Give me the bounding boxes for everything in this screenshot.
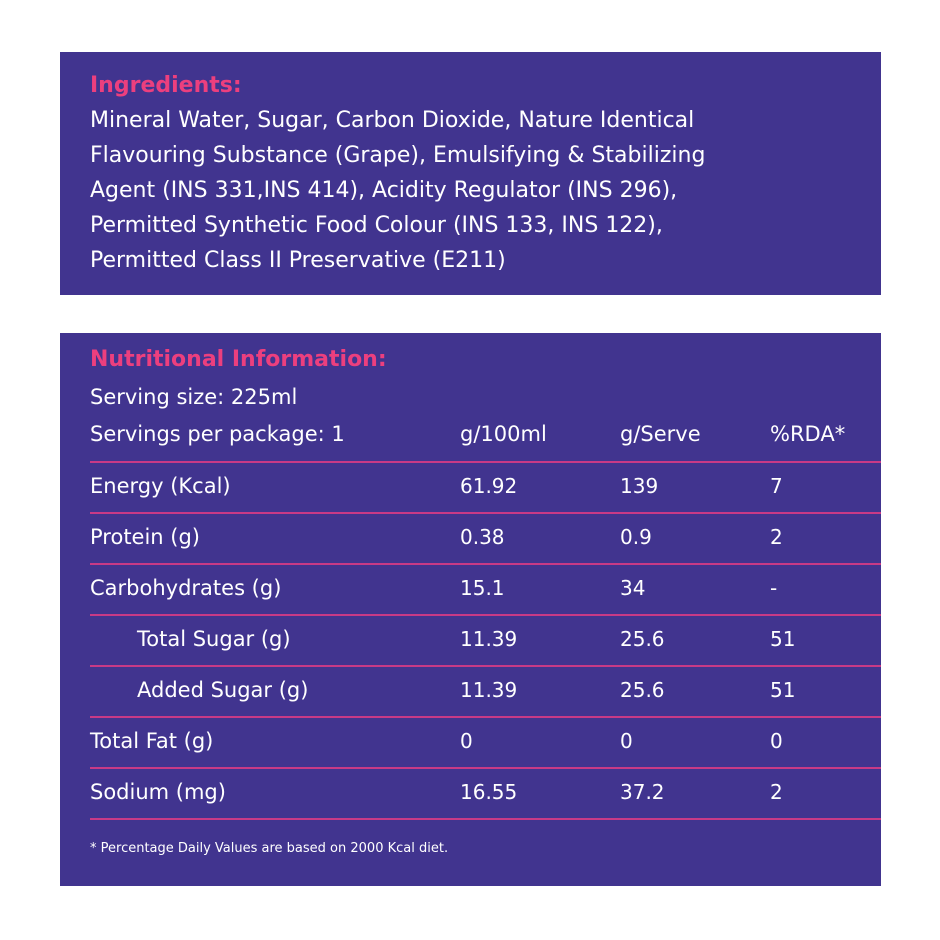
value-rda: 2 (770, 780, 783, 804)
nutrition-heading: Nutritional Information: (90, 347, 387, 372)
nutrient-label: Carbohydrates (g) (90, 576, 282, 600)
nutrient-label: Total Sugar (g) (137, 627, 291, 651)
column-header-per-serve: g/Serve (620, 422, 701, 446)
row-divider (90, 767, 881, 769)
nutrient-label: Added Sugar (g) (137, 678, 309, 702)
ingredients-line: Agent (INS 331,INS 414), Acidity Regulat… (90, 178, 678, 203)
value-per-100ml: 0.38 (460, 525, 505, 549)
value-per-serve: 25.6 (620, 627, 665, 651)
value-per-100ml: 0 (460, 729, 473, 753)
row-divider (90, 665, 881, 667)
value-rda: 51 (770, 678, 796, 702)
ingredients-line: Mineral Water, Sugar, Carbon Dioxide, Na… (90, 108, 695, 133)
value-per-100ml: 11.39 (460, 678, 518, 702)
row-divider (90, 818, 881, 820)
nutrition-panel: Nutritional Information: Serving size: 2… (60, 333, 881, 886)
ingredients-line: Flavouring Substance (Grape), Emulsifyin… (90, 143, 706, 168)
row-divider (90, 563, 881, 565)
ingredients-line: Permitted Synthetic Food Colour (INS 133… (90, 213, 663, 238)
footnote: * Percentage Daily Values are based on 2… (90, 841, 449, 856)
value-per-serve: 0 (620, 729, 633, 753)
value-per-100ml: 16.55 (460, 780, 518, 804)
ingredients-panel: Ingredients: Mineral Water, Sugar, Carbo… (60, 52, 881, 295)
ingredients-list: Mineral Water, Sugar, Carbon Dioxide, Na… (90, 103, 881, 278)
value-per-serve: 34 (620, 576, 646, 600)
nutrient-label: Total Fat (g) (90, 729, 214, 753)
column-header-rda: %RDA* (770, 422, 846, 446)
row-divider (90, 461, 881, 463)
servings-per-package: Servings per package: 1 (90, 422, 345, 446)
ingredients-line: Permitted Class II Preservative (E211) (90, 248, 506, 273)
value-per-100ml: 61.92 (460, 474, 518, 498)
nutrient-label: Protein (g) (90, 525, 201, 549)
value-rda: - (770, 576, 778, 600)
value-per-serve: 25.6 (620, 678, 665, 702)
value-rda: 7 (770, 474, 783, 498)
value-rda: 2 (770, 525, 783, 549)
row-divider (90, 716, 881, 718)
value-per-100ml: 15.1 (460, 576, 505, 600)
nutrient-label: Energy (Kcal) (90, 474, 231, 498)
value-per-serve: 139 (620, 474, 659, 498)
column-header-per-100ml: g/100ml (460, 422, 547, 446)
value-rda: 51 (770, 627, 796, 651)
nutrient-label: Sodium (mg) (90, 780, 226, 804)
value-per-serve: 0.9 (620, 525, 652, 549)
row-divider (90, 512, 881, 514)
value-per-100ml: 11.39 (460, 627, 518, 651)
row-divider (90, 614, 881, 616)
value-per-serve: 37.2 (620, 780, 665, 804)
value-rda: 0 (770, 729, 783, 753)
serving-size: Serving size: 225ml (90, 385, 298, 409)
ingredients-heading: Ingredients: (90, 73, 242, 98)
